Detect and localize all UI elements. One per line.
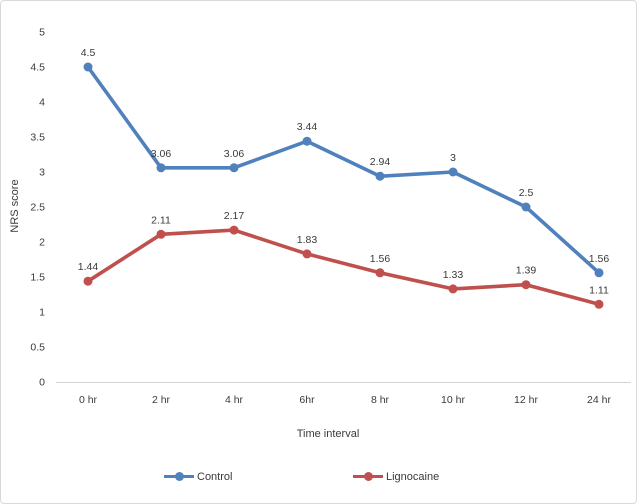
lignocaine-data-point	[594, 299, 604, 309]
control-data-label: 1.56	[589, 253, 610, 265]
lignocaine-series-line	[86, 228, 601, 307]
y-tick-label: 1.5	[30, 272, 45, 284]
legend-label-lignocaine: Lignocaine	[386, 470, 440, 483]
control-data-point	[375, 171, 385, 181]
control-data-point	[521, 202, 531, 212]
y-axis-title: NRS score	[9, 179, 21, 233]
y-tick-label: 0.5	[30, 342, 45, 354]
lignocaine-data-label: 2.17	[224, 210, 245, 222]
legend-item-lignocaine[interactable]: Lignocaine	[353, 470, 439, 483]
control-data-point	[302, 136, 312, 146]
lignocaine-data-label: 1.44	[78, 261, 99, 273]
y-tick-label: 2.5	[30, 202, 45, 214]
control-data-point	[156, 163, 166, 173]
x-tick-label: 12 hr	[514, 394, 538, 406]
lignocaine-data-point	[229, 225, 239, 235]
y-tick-label: 3	[39, 167, 45, 179]
lignocaine-data-point	[375, 268, 385, 278]
y-tick-label: 4	[39, 97, 45, 109]
lignocaine-data-point	[83, 276, 93, 286]
control-line-marker-icon	[164, 470, 194, 483]
y-tick-label: 2	[39, 237, 45, 249]
x-tick-label: 6hr	[299, 394, 315, 406]
lignocaine-data-point	[302, 249, 312, 259]
x-tick-label: 24 hr	[587, 394, 611, 406]
lignocaine-data-label: 1.83	[297, 234, 318, 246]
lignocaine-data-label: 2.11	[151, 214, 171, 226]
control-data-label: 2.5	[519, 187, 534, 199]
control-series-line	[86, 65, 601, 275]
y-tick-label: 0	[39, 377, 45, 389]
x-tick-label: 0 hr	[79, 394, 98, 406]
control-data-label: 2.94	[370, 156, 391, 168]
x-axis-title: Time interval	[296, 428, 360, 440]
y-tick-label: 1	[39, 307, 45, 319]
control-data-point	[594, 268, 604, 278]
legend-item-control[interactable]: Control	[164, 470, 232, 483]
lignocaine-data-point	[156, 229, 166, 239]
lignocaine-data-point	[521, 280, 531, 290]
x-tick-label: 2 hr	[152, 394, 171, 406]
lignocaine-data-label: 1.39	[516, 265, 537, 277]
x-tick-label: 10 hr	[441, 394, 465, 406]
y-tick-label: 5	[39, 27, 45, 39]
control-data-point	[229, 163, 239, 173]
control-data-point	[83, 62, 93, 72]
lignocaine-data-point	[448, 284, 458, 294]
lignocaine-data-label: 1.11	[589, 284, 609, 296]
control-data-point	[448, 167, 458, 177]
x-tick-label: 8 hr	[371, 394, 390, 406]
lignocaine-data-label: 1.56	[370, 253, 391, 265]
lignocaine-line-marker-icon	[353, 470, 383, 483]
control-data-label: 4.5	[81, 47, 96, 59]
legend-label-control: Control	[197, 470, 233, 483]
y-tick-label: 3.5	[30, 132, 45, 144]
control-data-label: 3.44	[297, 121, 318, 133]
x-tick-label: 4 hr	[225, 394, 244, 406]
control-data-label: 3.06	[151, 148, 172, 160]
control-data-label: 3.06	[224, 148, 245, 160]
control-data-label: 3	[450, 152, 456, 164]
y-tick-label: 4.5	[30, 62, 45, 74]
lignocaine-data-label: 1.33	[443, 269, 464, 281]
